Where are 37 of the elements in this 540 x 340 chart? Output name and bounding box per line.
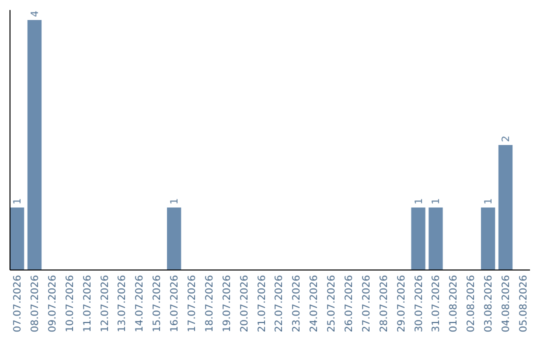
data-label: 1 xyxy=(484,198,495,204)
x-tick-label: 11.07.2026 xyxy=(82,275,94,332)
x-tick-label: 26.07.2026 xyxy=(344,275,355,332)
x-tick-label: 31.07.2026 xyxy=(431,275,442,332)
x-tick-label: 10.07.2026 xyxy=(64,275,76,332)
x-tick-label: 18.07.2026 xyxy=(204,275,216,332)
x-tick-label: 30.07.2026 xyxy=(414,275,425,332)
x-tick-label: 03.08.2026 xyxy=(484,275,495,332)
x-tick-label: 27.07.2026 xyxy=(361,275,372,332)
x-tick-label: 12.07.2026 xyxy=(100,275,111,332)
data-label: 1 xyxy=(414,198,425,204)
x-tick-label: 04.08.2026 xyxy=(500,275,512,332)
x-tick-label: 17.07.2026 xyxy=(187,275,198,332)
x-tick-label: 21.07.2026 xyxy=(256,275,268,332)
data-label: 1 xyxy=(170,198,181,204)
x-tick-label: 13.07.2026 xyxy=(117,275,128,332)
x-tick-label: 23.07.2026 xyxy=(292,275,303,332)
x-tick-label: 22.07.2026 xyxy=(274,275,286,332)
x-tick-label: 29.07.2026 xyxy=(396,275,408,332)
x-tick-label: 19.07.2026 xyxy=(222,275,233,332)
x-tick-label: 14.07.2026 xyxy=(134,275,146,332)
x-tick-label: 24.07.2026 xyxy=(309,275,320,332)
x-tick-label: 05.08.2026 xyxy=(518,275,530,332)
x-tick-label: 28.07.2026 xyxy=(378,275,390,332)
data-label: 1 xyxy=(12,198,24,204)
data-label: 4 xyxy=(30,10,42,17)
x-tick-label: 20.07.2026 xyxy=(239,275,250,332)
x-tick-label: 09.07.2026 xyxy=(47,275,58,332)
x-tick-label: 07.07.2026 xyxy=(12,275,24,332)
data-label: 1 xyxy=(431,198,442,204)
x-tick-label: 25.07.2026 xyxy=(326,275,338,332)
x-tick-label: 16.07.2026 xyxy=(170,275,181,332)
x-tick-label: 01.08.2026 xyxy=(448,275,460,332)
x-tick-label: 08.07.2026 xyxy=(30,275,42,332)
x-tick-label: 15.07.2026 xyxy=(152,275,164,332)
data-label: 2 xyxy=(500,136,512,142)
x-tick-label: 02.08.2026 xyxy=(466,275,478,332)
